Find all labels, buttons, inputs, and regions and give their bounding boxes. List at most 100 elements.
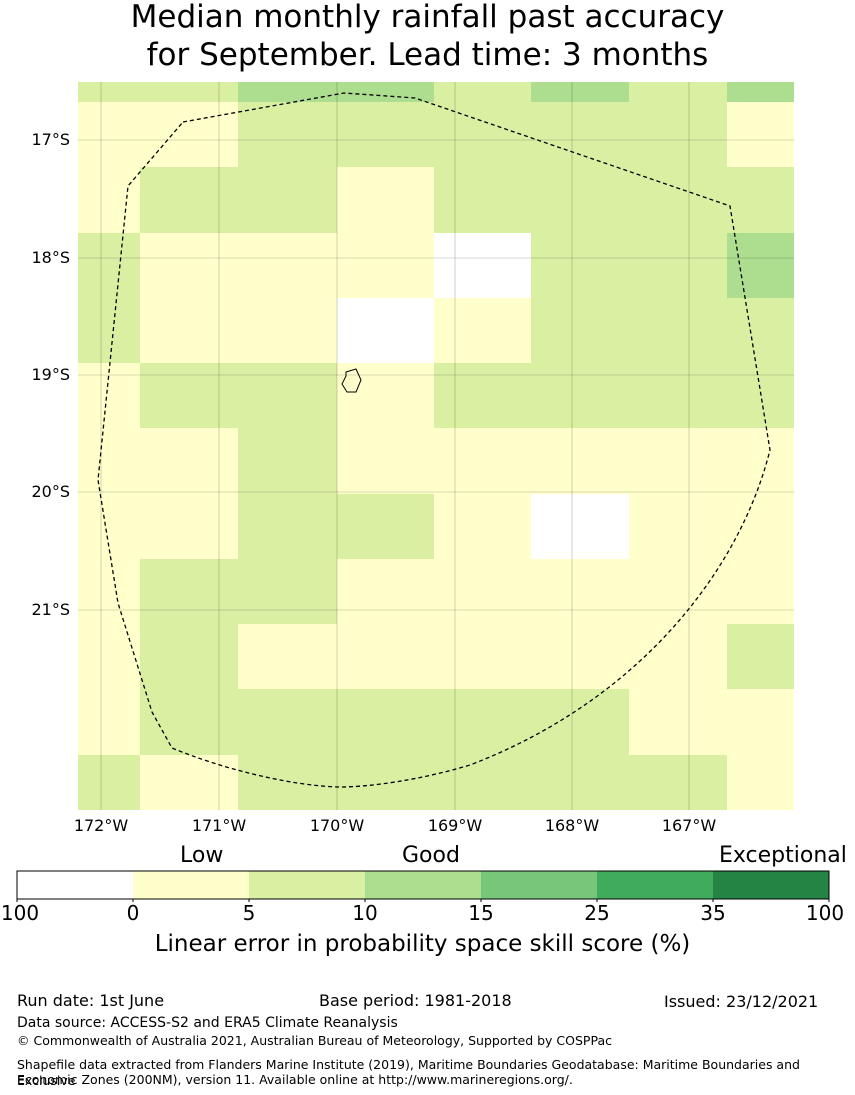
grid-cell [727,755,794,810]
grid-cell [78,428,140,494]
grid-cell [238,82,337,102]
grid-cell [531,624,629,689]
grid-cell [337,755,434,810]
grid-cell [629,428,727,494]
grid-cell [238,428,337,494]
grid-cell [727,298,794,363]
grid-cell [238,167,337,233]
graticule [78,82,794,810]
grid-cell [531,363,629,428]
grid-cell [629,102,727,167]
map-plot [78,82,794,810]
run-date: Run date: 1st June [17,991,165,1010]
legend-colorbar [16,870,830,902]
grid-cell [140,755,238,810]
grid-cell [531,559,629,624]
grid-cell [337,363,434,428]
grid-cell [434,102,531,167]
issued-date: Issued: 23/12/2021 [664,992,819,1011]
legend-tick-1: 0 [126,901,140,925]
shapefile-credit-line-1: Shapefile data extracted from Flanders M… [17,1057,800,1088]
lon-label-172w: 172°W [73,816,129,835]
grid-cell [531,298,629,363]
lon-label-169w: 169°W [427,816,483,835]
grid-cell [337,233,434,298]
grid-cell [531,167,629,233]
grid-cell [78,298,140,363]
grid-cell [629,363,727,428]
legend-title: Linear error in probability space skill … [154,931,691,957]
grid-cell [78,233,140,298]
legend-swatch [713,871,829,899]
legend-swatch [481,871,597,899]
grid-cell [238,689,337,755]
grid-cell [337,102,434,167]
grid-cell [337,167,434,233]
grid-cell [727,167,794,233]
grid-cell [140,494,238,559]
grid-cell [434,428,531,494]
grid-cell [238,559,337,624]
grid-cell [531,755,629,810]
grid-cell [727,494,794,559]
grid-cell [140,102,238,167]
grid-cell [337,82,434,102]
grid-cell [629,624,727,689]
grid-cell [78,494,140,559]
legend-tick-2: 5 [242,901,256,925]
grid-cell [78,82,140,102]
grid-cell [629,494,727,559]
grid-cell [140,428,238,494]
legend-tick-0: 100 [0,901,40,925]
grid-cell [140,82,238,102]
grid-cell [140,167,238,233]
legend-swatch [133,871,249,899]
grid-cell [78,167,140,233]
lat-label-18s: 18°S [31,248,70,267]
grid-cell [531,233,629,298]
grid-cell [238,298,337,363]
grid-cell [78,755,140,810]
data-source: Data source: ACCESS-S2 and ERA5 Climate … [17,1015,398,1031]
grid-cell [727,559,794,624]
grid-cell [434,298,531,363]
legend-category-exceptional: Exceptional [719,843,847,868]
niue-island [341,368,362,393]
lat-label-17s: 17°S [31,130,70,149]
grid-cell [78,624,140,689]
grid-cell [238,494,337,559]
lon-label-171w: 171°W [191,816,247,835]
grid-cell [727,233,794,298]
grid-cell [78,689,140,755]
lon-label-167w: 167°W [661,816,717,835]
grid-cell [337,624,434,689]
grid-cell [434,559,531,624]
grid-cell [434,689,531,755]
map-title-line-2: for September. Lead time: 3 months [146,37,709,73]
grid-cell [140,689,238,755]
grid-cell [140,233,238,298]
grid-cell [238,755,337,810]
legend-swatch [365,871,481,899]
grid-cell [629,298,727,363]
grid-cell [727,102,794,167]
grid-cell [531,428,629,494]
grid-cell [629,755,727,810]
base-period: Base period: 1981-2018 [319,991,512,1010]
grid-cell [434,82,531,102]
grid-cell [238,363,337,428]
legend-tick-3: 10 [352,901,378,925]
lon-label-170w: 170°W [309,816,365,835]
grid-cell [78,363,140,428]
grid-cell [434,167,531,233]
eez-boundary [97,92,771,788]
legend-swatch [17,871,133,899]
lat-label-19s: 19°S [31,365,70,384]
legend-category-low: Low [180,843,224,868]
grid-cell [140,559,238,624]
legend-tick-6: 35 [700,901,726,925]
legend-swatch [597,871,713,899]
grid-cell [531,102,629,167]
grid-cell [238,233,337,298]
grid-cell [238,624,337,689]
